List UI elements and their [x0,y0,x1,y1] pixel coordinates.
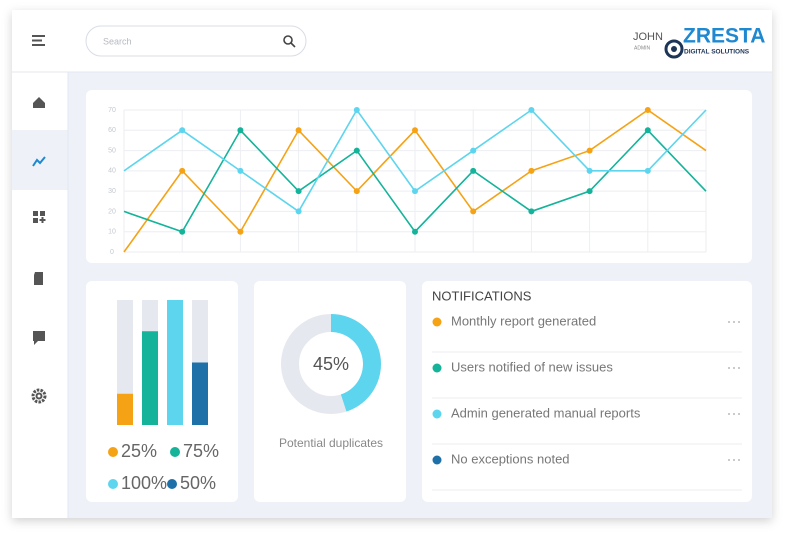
logo-mark [664,39,684,59]
line-point [644,127,651,134]
line-point [295,208,302,215]
legend-dot [170,447,180,457]
line-point [353,147,360,154]
line-point [412,127,418,134]
notification-menu [728,459,730,461]
line-point [586,147,593,154]
legend-dot [108,479,118,489]
logo: ZRESTA [683,25,765,48]
y-tick-label: 50 [108,147,116,154]
line-point [644,167,651,174]
apps-icon[interactable] [33,211,46,223]
bar-value-label: 50% [180,473,216,493]
user-name: JOHN [633,31,663,43]
logo-subtitle: DIGITAL SOLUTIONS [684,49,750,56]
legend-dot [167,479,177,489]
bar [192,362,208,425]
notification-dot [432,363,442,373]
notification-text: Users notified of new issues [451,359,613,374]
y-tick-label: 0 [110,249,114,256]
line-point [237,228,244,235]
line-point [237,127,244,134]
donut-value-label: 45% [313,354,349,374]
home-icon[interactable] [33,97,45,108]
notification-menu [738,459,740,461]
notification-menu [738,413,740,415]
bar [142,331,158,425]
y-tick-label: 40 [108,168,116,175]
line-point [179,228,186,235]
y-tick-label: 60 [108,127,116,134]
notification-menu [733,413,735,415]
line-point [295,188,302,195]
bar-chart-card [86,281,238,502]
bar-value-label: 75% [183,441,219,461]
notification-menu [728,321,730,323]
donut-segment [331,314,382,412]
menu-button[interactable] [32,35,45,46]
search-placeholder: Search [103,36,132,46]
search-box[interactable] [85,25,307,57]
notifications-title: NOTIFICATIONS [432,288,532,303]
settings-icon[interactable] [31,388,47,404]
line-point [470,208,477,215]
line-point [528,208,535,215]
bar-value-label: 25% [121,441,157,461]
line-point [528,107,535,113]
line-point [644,107,651,113]
line-point [353,188,360,195]
line-point [237,167,244,174]
notification-menu [738,367,740,369]
notification-menu [733,459,735,461]
notifications-card [422,281,752,502]
notification-dot [432,455,442,465]
line-chart-card [86,90,752,263]
line-point [412,188,418,195]
sidebar-active [12,130,68,190]
notification-dot [432,317,442,327]
notification-text: Admin generated manual reports [451,405,641,420]
donut-caption: Potential duplicates [279,436,383,450]
y-tick-label: 70 [108,107,116,114]
line-point [528,167,535,174]
y-tick-label: 20 [108,208,116,215]
line-point [470,147,477,154]
notification-menu [738,321,740,323]
line-point [179,127,186,134]
search-icon[interactable] [283,35,296,48]
line-point [353,107,360,113]
notification-text: No exceptions noted [451,451,570,466]
legend-dot [108,447,118,457]
line-point [295,127,302,134]
notification-menu [733,321,735,323]
notification-menu [733,367,735,369]
bar [167,300,183,425]
line-point [470,167,477,174]
bar [117,393,133,425]
y-tick-label: 10 [108,229,116,236]
line-point [412,228,418,235]
analytics-icon[interactable] [32,156,46,167]
notification-menu [728,413,730,415]
notification-text: Monthly report generated [451,313,596,328]
line-point [586,188,593,195]
notification-menu [728,367,730,369]
document-icon[interactable] [34,272,43,285]
notification-dot [432,409,442,419]
user-role: ADMIN [634,45,651,51]
bar-value-label: 100% [121,473,167,493]
y-tick-label: 30 [108,188,116,195]
line-point [586,167,593,174]
messages-icon[interactable] [33,331,45,345]
line-point [179,167,186,174]
